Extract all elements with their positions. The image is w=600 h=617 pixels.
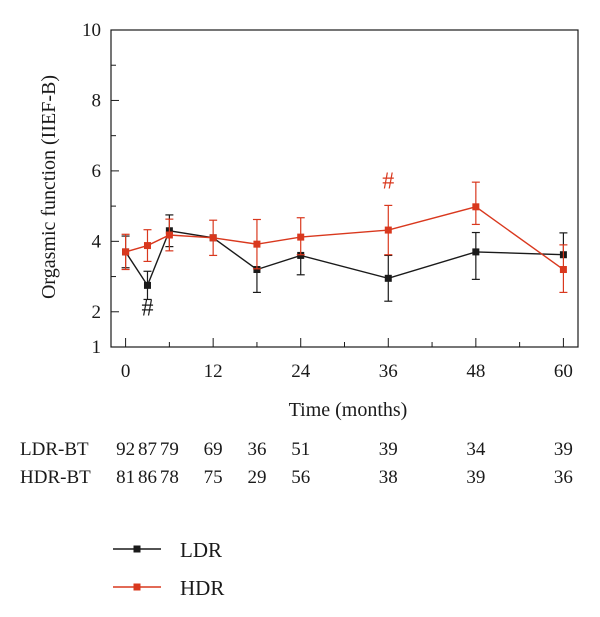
at-risk-count: 69: [204, 439, 223, 460]
x-tick-label: 60: [554, 361, 573, 382]
at-risk-count: 34: [466, 439, 486, 460]
series-line: [125, 229, 564, 287]
y-tick-label: 2: [92, 302, 102, 323]
y-tick-label: 8: [92, 90, 102, 111]
at-risk-count: 39: [554, 439, 573, 460]
series-ldr: [121, 214, 568, 302]
at-risk-count: 79: [160, 439, 179, 460]
legend-label: LDR: [180, 538, 222, 562]
series-hdr: [121, 181, 568, 294]
y-tick-label: 4: [92, 231, 102, 252]
at-risk-count: 39: [466, 467, 485, 488]
data-point: [472, 203, 480, 211]
at-risk-row-label: HDR-BT: [20, 467, 91, 488]
data-point: [472, 248, 480, 256]
x-tick-label: 48: [466, 361, 485, 382]
number-at-risk-table: LDR-BT 92 87 79 69 36 51 39 34 39 HDR-BT 81 86 78 75 29…: [20, 439, 573, 488]
y-tick-label: 1: [92, 337, 102, 358]
significance-marker: #: [141, 295, 153, 321]
x-axis-title: Time (months): [289, 399, 408, 421]
chart-legend: LDR HDR: [113, 538, 224, 600]
at-risk-count: 36: [247, 439, 266, 460]
at-risk-count: 39: [379, 439, 398, 460]
plot-marks: ##: [121, 169, 568, 321]
at-risk-count: 56: [291, 467, 310, 488]
x-tick-label: 12: [204, 361, 223, 382]
data-point: [143, 281, 151, 289]
x-tick-label: 24: [291, 361, 311, 382]
legend-label: HDR: [180, 576, 224, 600]
y-tick-label: 6: [92, 161, 102, 182]
data-point: [559, 266, 567, 274]
at-risk-count: 29: [247, 467, 266, 488]
legend-marker: [133, 545, 141, 553]
y-tick-label: 10: [82, 20, 101, 41]
data-point: [384, 274, 392, 282]
y-axis-title: Orgasmic function (IIEF-B): [38, 75, 60, 299]
series-line: [125, 206, 564, 271]
at-risk-count: 86: [138, 467, 157, 488]
data-point: [165, 231, 173, 239]
legend-marker: [133, 583, 141, 591]
data-point: [122, 248, 130, 256]
significance-marker: #: [382, 169, 394, 195]
at-risk-count: 38: [379, 467, 398, 488]
at-risk-count: 78: [160, 467, 179, 488]
data-point: [297, 251, 305, 259]
data-point: [253, 240, 261, 248]
data-point: [143, 242, 151, 250]
at-risk-count: 87: [138, 439, 157, 460]
data-point: [209, 234, 217, 242]
at-risk-count: 92: [116, 439, 135, 460]
data-point: [253, 266, 261, 274]
data-point: [384, 226, 392, 234]
x-tick-label: 0: [121, 361, 131, 382]
x-tick-label: 36: [379, 361, 398, 382]
at-risk-count: 36: [554, 467, 573, 488]
at-risk-count: 51: [291, 439, 310, 460]
at-risk-count: 81: [116, 467, 135, 488]
at-risk-count: 75: [204, 467, 223, 488]
plot-frame: [110, 29, 579, 348]
at-risk-row-label: LDR-BT: [20, 439, 89, 460]
data-point: [297, 233, 305, 241]
